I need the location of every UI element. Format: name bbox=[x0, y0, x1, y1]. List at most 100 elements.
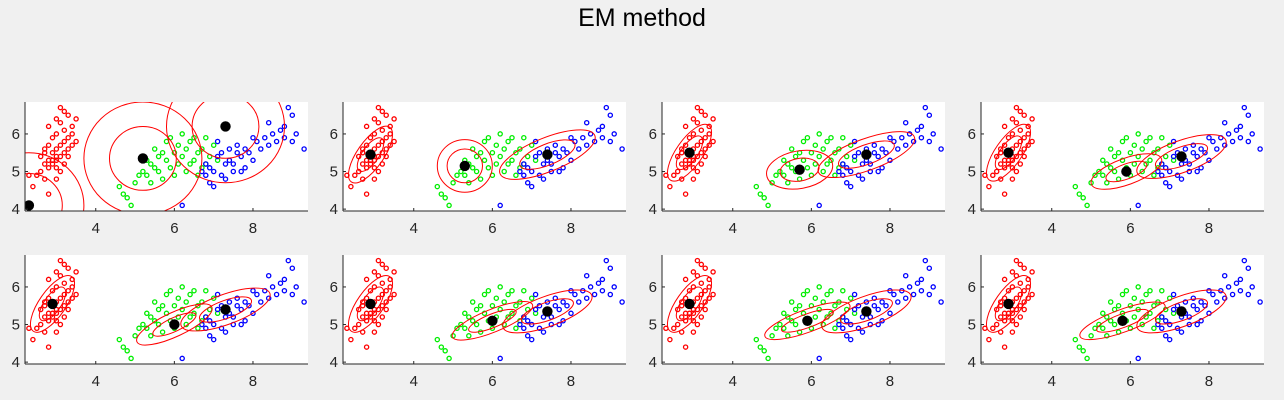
data-point-red bbox=[30, 183, 36, 190]
data-point-blue bbox=[914, 127, 921, 133]
y-tick-label: 5 bbox=[12, 317, 20, 334]
data-point-green bbox=[450, 180, 456, 186]
data-point-red bbox=[375, 295, 382, 301]
data-point-red bbox=[57, 321, 64, 328]
data-point-blue bbox=[875, 306, 881, 313]
data-point-blue bbox=[210, 321, 217, 328]
data-point-green bbox=[812, 314, 819, 320]
data-point-blue bbox=[836, 321, 842, 328]
data-point-green bbox=[163, 291, 170, 298]
data-point-blue bbox=[840, 325, 846, 332]
data-point-blue bbox=[926, 138, 933, 145]
x-tick-label: 6 bbox=[1126, 220, 1134, 237]
data-point-blue bbox=[1194, 321, 1200, 328]
data-point-green bbox=[462, 172, 468, 179]
data-point-blue bbox=[544, 299, 551, 305]
x-tick-label: 8 bbox=[567, 220, 575, 237]
data-point-red bbox=[1013, 142, 1020, 148]
x-tick-label: 6 bbox=[488, 373, 496, 390]
data-point-red bbox=[57, 257, 64, 264]
data-point-blue bbox=[883, 149, 889, 156]
data-point-green bbox=[1147, 134, 1153, 141]
data-point-green bbox=[1080, 348, 1086, 354]
data-point-blue bbox=[914, 280, 921, 286]
data-point-green bbox=[442, 348, 448, 354]
data-point-red bbox=[45, 344, 52, 350]
data-point-red bbox=[1009, 329, 1016, 335]
data-point-green bbox=[824, 138, 830, 145]
plot-area bbox=[343, 102, 626, 211]
data-point-blue bbox=[1221, 295, 1228, 301]
data-point-red bbox=[698, 302, 705, 309]
data-point-blue bbox=[859, 176, 866, 182]
data-point-blue bbox=[843, 180, 850, 186]
data-point-blue bbox=[1229, 138, 1236, 145]
data-point-green bbox=[179, 153, 185, 160]
data-point-blue bbox=[902, 142, 909, 148]
data-point-green bbox=[1131, 295, 1138, 301]
data-point-blue bbox=[599, 276, 606, 283]
data-point-green bbox=[183, 299, 189, 305]
data-point-green bbox=[446, 202, 452, 209]
data-point-green bbox=[148, 333, 154, 339]
data-point-green bbox=[1143, 138, 1149, 145]
data-point-green bbox=[473, 321, 480, 328]
data-point-green bbox=[1100, 310, 1106, 317]
data-point-red bbox=[348, 183, 354, 190]
plot-content bbox=[26, 257, 307, 362]
data-point-blue bbox=[1190, 149, 1197, 156]
data-point-green bbox=[1131, 314, 1138, 320]
data-point-blue bbox=[234, 142, 240, 148]
data-point-blue bbox=[855, 149, 862, 156]
covariance-ellipse bbox=[675, 286, 704, 322]
data-point-blue bbox=[1198, 299, 1204, 305]
data-point-red bbox=[698, 127, 705, 133]
data-point-blue bbox=[203, 172, 209, 179]
plot-area bbox=[662, 102, 945, 211]
data-point-green bbox=[1100, 325, 1106, 332]
data-point-blue bbox=[246, 149, 252, 156]
data-point-blue bbox=[556, 306, 562, 313]
data-point-green bbox=[505, 291, 511, 298]
data-point-red bbox=[678, 161, 685, 167]
data-point-blue bbox=[902, 272, 909, 279]
data-point-green bbox=[481, 138, 488, 145]
subplot-6: 4 6 8 4 5 6 bbox=[330, 255, 626, 390]
data-point-blue bbox=[871, 142, 878, 148]
data-point-red bbox=[383, 265, 389, 271]
data-point-red bbox=[667, 336, 673, 343]
data-point-red bbox=[363, 123, 370, 130]
data-point-green bbox=[1139, 299, 1145, 305]
data-point-green bbox=[521, 134, 527, 141]
data-point-red bbox=[710, 116, 716, 122]
data-point-blue bbox=[895, 146, 901, 152]
data-point-green bbox=[148, 161, 154, 167]
data-point-red bbox=[375, 104, 382, 111]
plot-area bbox=[25, 102, 308, 211]
cluster-mean bbox=[1003, 147, 1014, 158]
data-point-blue bbox=[1249, 131, 1255, 137]
x-tick-label: 4 bbox=[410, 373, 418, 390]
data-point-red bbox=[371, 176, 378, 182]
data-point-blue bbox=[301, 299, 307, 305]
y-tick-label: 4 bbox=[330, 354, 338, 371]
data-point-green bbox=[485, 134, 492, 141]
data-point-green bbox=[195, 149, 201, 156]
data-point-blue bbox=[611, 131, 617, 137]
data-point-blue bbox=[521, 161, 527, 167]
data-point-green bbox=[1123, 287, 1130, 294]
data-point-green bbox=[1162, 153, 1169, 160]
data-point-green bbox=[191, 157, 197, 164]
data-point-green bbox=[462, 310, 468, 317]
data-point-green bbox=[828, 157, 834, 164]
cluster-mean bbox=[861, 149, 872, 160]
data-point-blue bbox=[918, 134, 925, 141]
data-point-green bbox=[505, 314, 511, 320]
data-point-blue bbox=[521, 172, 527, 179]
covariance-ellipse bbox=[1136, 289, 1227, 334]
data-point-blue bbox=[532, 138, 539, 145]
data-point-green bbox=[159, 329, 166, 335]
plot-content bbox=[25, 102, 307, 211]
data-point-blue bbox=[210, 336, 217, 343]
data-point-red bbox=[1005, 287, 1012, 294]
